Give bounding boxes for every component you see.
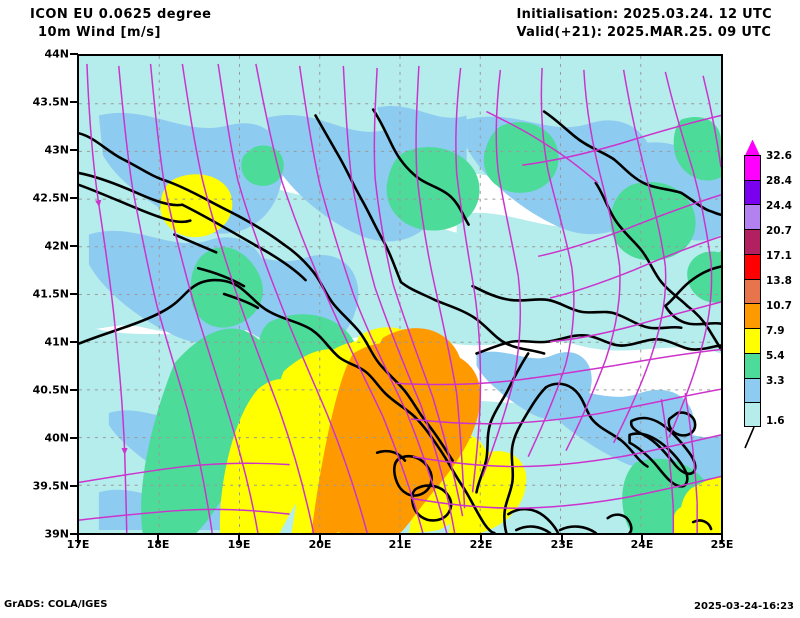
colorbar-tick-label: 20.7 <box>766 225 792 237</box>
valid-time-label: Valid(+21): 2025.MAR.25. 09 UTC <box>516 25 772 40</box>
colorbar-band <box>744 253 761 279</box>
model-name-label: ICON EU 0.0625 degree <box>30 7 212 22</box>
colorbar-tick-label: 13.8 <box>766 275 792 287</box>
xtick-label: 22E <box>469 538 493 551</box>
xtick-mark <box>641 535 643 543</box>
ytick-mark <box>70 245 78 247</box>
ytick-mark <box>70 533 78 535</box>
xtick-mark <box>561 535 563 543</box>
colorbar-tick-label: 3.3 <box>766 375 785 387</box>
latitude-axis: 44N 43.5N 43N 42.5N 42N 41.5N 41N 40.5N … <box>0 0 78 618</box>
ytick-mark <box>70 53 78 55</box>
ytick-mark <box>70 197 78 199</box>
render-timestamp: 2025-03-24-16:23 <box>694 601 794 612</box>
ytick-mark <box>70 293 78 295</box>
colorbar-band <box>744 377 761 403</box>
xtick-mark <box>77 535 79 543</box>
xtick-label: 24E <box>630 538 654 551</box>
colorbar-tick-label: 24.4 <box>766 200 792 212</box>
colorbar-band <box>744 229 761 254</box>
colorbar[interactable] <box>744 155 761 427</box>
ytick-label: 44N <box>44 47 69 61</box>
ytick-label: 39.5N <box>32 479 69 493</box>
grads-credit: GrADS: COLA/IGES <box>4 599 108 610</box>
colorbar-band <box>744 303 761 329</box>
colorbar-band <box>744 278 761 304</box>
wind-map-plot[interactable] <box>77 54 723 535</box>
ytick-label: 41N <box>44 335 69 349</box>
xtick-mark <box>399 535 401 543</box>
colorbar-tick-label: 32.6 <box>766 150 792 162</box>
colorbar-tick-label: 7.9 <box>766 325 785 337</box>
ytick-label: 42.5N <box>32 191 69 205</box>
ytick-mark <box>70 485 78 487</box>
run-time-block: Initialisation: 2025.03.24. 12 UTC Valid… <box>517 6 772 42</box>
colorbar-tick-label: 1.6 <box>766 415 785 427</box>
xtick-mark <box>721 535 723 543</box>
model-title-block: ICON EU 0.0625 degree 10m Wind [m/s] <box>30 6 211 42</box>
xtick-label: 21E <box>388 538 412 551</box>
ytick-mark <box>70 341 78 343</box>
colorbar-tick-label: 17.1 <box>766 250 792 262</box>
xtick-mark <box>480 535 482 543</box>
ytick-mark <box>70 389 78 391</box>
ytick-mark <box>70 101 78 103</box>
ytick-label: 43N <box>44 143 69 157</box>
ytick-label: 40N <box>44 431 69 445</box>
xtick-label: 18E <box>146 538 170 551</box>
colorbar-overflow-arrow <box>744 140 761 156</box>
xtick-mark <box>157 535 159 543</box>
variable-label: 10m Wind [m/s] <box>38 25 161 40</box>
ytick-label: 43.5N <box>32 95 69 109</box>
colorbar-band <box>744 328 761 353</box>
xtick-label: 17E <box>66 538 90 551</box>
map-gridlines <box>79 56 721 533</box>
xtick-mark <box>319 535 321 543</box>
ytick-mark <box>70 149 78 151</box>
colorbar-underflow-tail <box>744 427 755 449</box>
xtick-label: 20E <box>308 538 332 551</box>
colorbar-tick-label: 28.4 <box>766 175 792 187</box>
ytick-label: 41.5N <box>32 287 69 301</box>
colorbar-band <box>744 179 761 205</box>
xtick-label: 23E <box>550 538 574 551</box>
ytick-mark <box>70 437 78 439</box>
ytick-label: 40.5N <box>32 383 69 397</box>
wind-field-svg <box>79 56 721 533</box>
colorbar-band <box>744 204 761 230</box>
ytick-label: 39N <box>44 527 69 541</box>
wind-streamlines <box>79 63 721 533</box>
colorbar-tick-label: 5.4 <box>766 350 785 362</box>
colorbar-band <box>744 402 761 427</box>
colorbar-band <box>744 352 761 378</box>
colorbar-band <box>744 155 761 180</box>
xtick-mark <box>238 535 240 543</box>
ytick-label: 42N <box>44 239 69 253</box>
xtick-label: 19E <box>227 538 251 551</box>
xtick-label: 25E <box>710 538 734 551</box>
colorbar-tick-label: 10.7 <box>766 300 792 312</box>
initialisation-label: Initialisation: 2025.03.24. 12 UTC <box>516 7 772 22</box>
